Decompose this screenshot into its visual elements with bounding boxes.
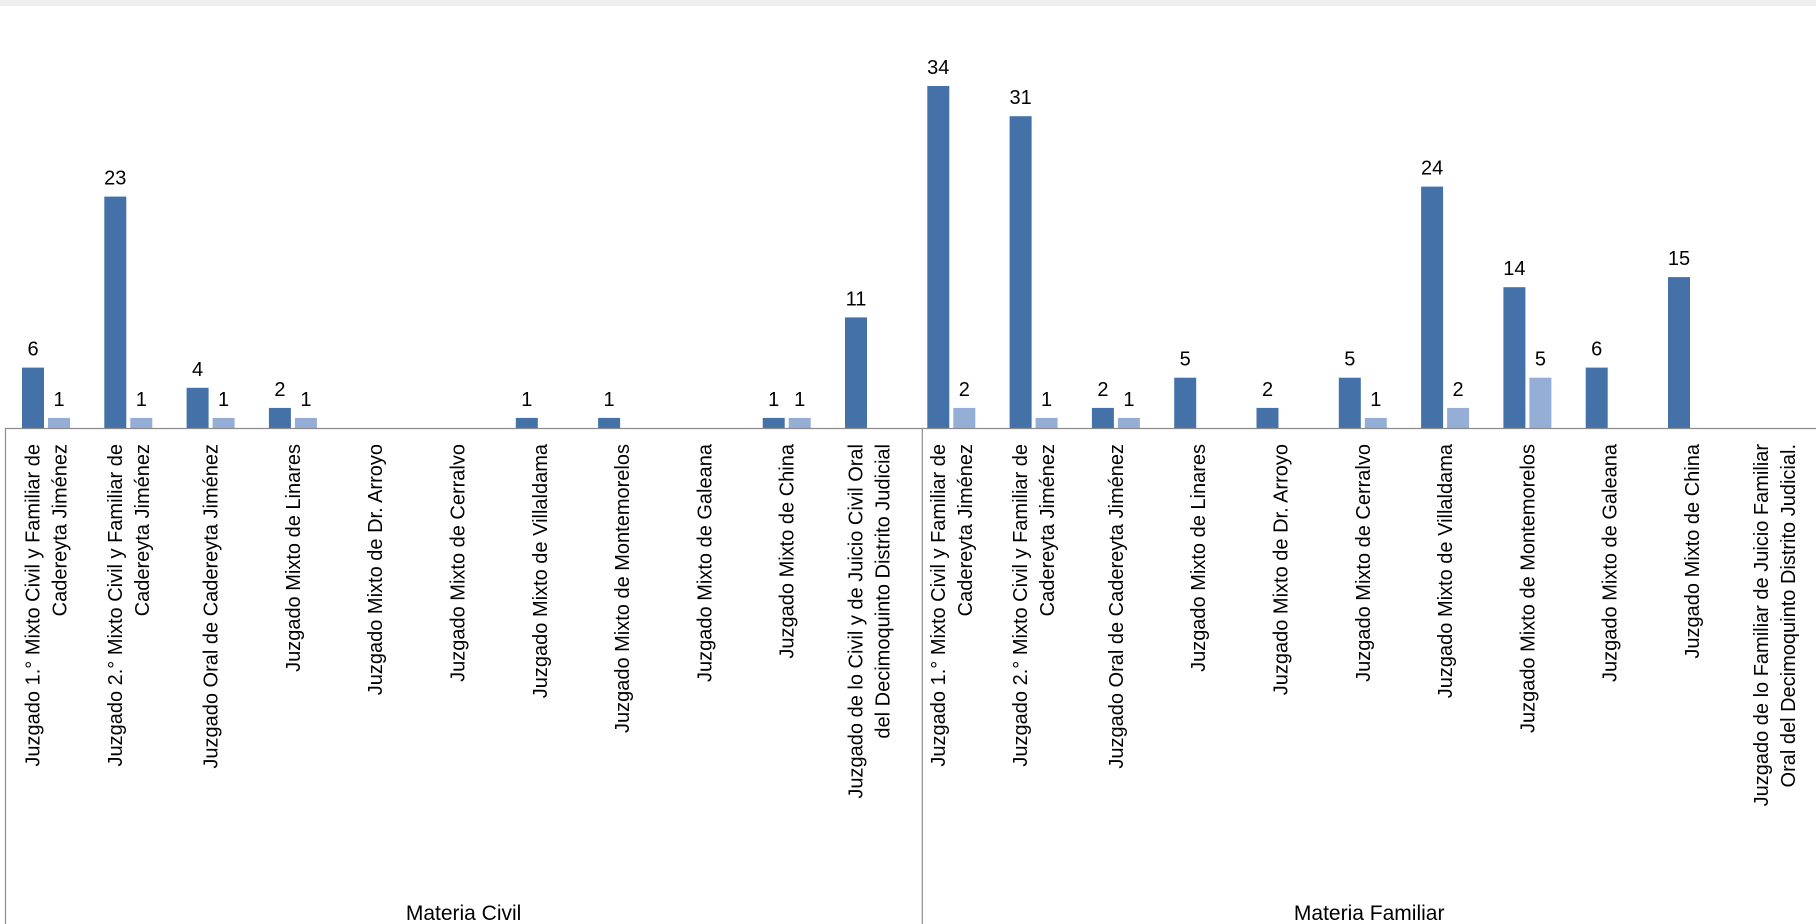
data-label: 15 [1668, 248, 1690, 270]
data-label: 2 [1097, 379, 1108, 401]
data-label: 1 [768, 389, 779, 411]
data-label: 1 [300, 389, 311, 411]
category-label: Cadereyta Jiménez [50, 444, 72, 616]
category-label: Cadereyta Jiménez [955, 444, 977, 616]
bar-2-6-s1 [1338, 377, 1361, 428]
category-label: Juzgado Mixto de Linares [283, 444, 305, 672]
data-label: 1 [136, 389, 147, 411]
bar-2-8-s1 [1503, 287, 1526, 428]
data-label: 5 [1180, 349, 1191, 371]
bar-1-1-s1 [22, 367, 44, 428]
bar-1-8-s1 [598, 417, 621, 428]
bar-1-3-s2 [212, 417, 235, 428]
category-label: Juzgado Oral de Cadereyta Jiménez [1106, 444, 1128, 769]
category-label: Juzgado 1.° Mixto Civil y Familiar de [23, 444, 45, 767]
category-label: Cadereyta Jiménez [132, 444, 154, 616]
data-label: 14 [1503, 258, 1525, 280]
category-label: Juzgado Mixto de Cerralvo [1353, 444, 1375, 682]
bar-2-8-s2 [1529, 377, 1552, 428]
data-label: 24 [1421, 158, 1443, 180]
category-label: Cadereyta Jiménez [1037, 444, 1059, 616]
category-label: Juzgado 1.° Mixto Civil y Familiar de [928, 444, 950, 767]
bar-2-2-s1 [1009, 116, 1032, 428]
bar-1-3-s1 [186, 387, 209, 428]
data-label: 6 [1591, 339, 1602, 361]
data-label: 1 [1370, 389, 1381, 411]
bar-1-2-s1 [104, 196, 127, 428]
data-label: 1 [1123, 389, 1134, 411]
bar-1-4-s1 [268, 407, 291, 428]
bar-2-3-s1 [1091, 407, 1114, 428]
data-label: 4 [192, 359, 203, 381]
data-label: 5 [1535, 349, 1546, 371]
data-label: 5 [1344, 349, 1355, 371]
data-label: 31 [1009, 87, 1031, 109]
category-label: Juzgado Mixto de China [1682, 443, 1704, 658]
bar-1-10-s1 [762, 417, 785, 428]
bar-2-3-s2 [1117, 417, 1140, 428]
data-label: 1 [521, 389, 532, 411]
data-label: 11 [846, 288, 867, 310]
data-label: 2 [274, 379, 285, 401]
group-label-1: Materia Civil [406, 902, 522, 924]
category-label: Juzgado Mixto de Galeana [1600, 443, 1622, 682]
category-label: Juzgado Mixto de Montemorelos [1517, 444, 1539, 733]
category-label: Juzgado 2.° Mixto Civil y Familiar de [105, 444, 127, 767]
category-label: Juzgado Mixto de Cerralvo [448, 444, 470, 682]
category-label: Oral del Decimoquinto Distrito Judicial. [1778, 444, 1800, 787]
data-label: 2 [1262, 379, 1273, 401]
bar-2-5-s1 [1256, 407, 1279, 428]
bar-1-7-s1 [515, 417, 538, 428]
group-label-2: Materia Familiar [1294, 902, 1445, 924]
category-label: Juzgado Oral de Cadereyta Jiménez [201, 444, 223, 769]
data-label: 1 [53, 389, 64, 411]
bar-2-7-s2 [1447, 407, 1470, 428]
data-label: 1 [794, 389, 805, 411]
data-label: 2 [959, 379, 970, 401]
bar-1-10-s2 [788, 417, 811, 428]
category-label: Juzgado Mixto de Dr. Arroyo [365, 444, 387, 695]
bar-1-1-s2 [48, 417, 70, 428]
bar-2-1-s2 [953, 407, 976, 428]
data-label: 1 [218, 389, 229, 411]
bar-2-7-s1 [1421, 186, 1444, 428]
data-label: 23 [104, 168, 126, 190]
bar-2-10-s1 [1668, 277, 1690, 428]
data-label: 2 [1453, 379, 1464, 401]
category-label: Juzgado Mixto de Dr. Arroyo [1271, 444, 1293, 695]
category-label: Juzgado 2.° Mixto Civil y Familiar de [1010, 444, 1032, 767]
category-label: Juzgado Mixto de Montemorelos [612, 444, 634, 733]
category-label: Juzgado Mixto de Villaldama [1435, 443, 1457, 698]
bar-2-9-s1 [1585, 367, 1608, 428]
category-label: Juzgado Mixto de Galeana [694, 443, 716, 682]
bar-1-11-s1 [845, 317, 867, 428]
bar-2-1-s1 [927, 86, 950, 428]
bar-2-6-s2 [1364, 417, 1387, 428]
category-label: Juzgado Mixto de China [777, 443, 799, 658]
category-label: del Decimoquinto Distrito Judicial [873, 444, 895, 739]
data-label: 6 [27, 339, 38, 361]
bar-1-2-s2 [130, 417, 153, 428]
window-top-strip [0, 0, 1816, 6]
data-label: 1 [1041, 389, 1052, 411]
bar-2-2-s2 [1035, 417, 1058, 428]
data-label: 34 [927, 57, 949, 79]
category-label: Juzgado de lo Civil y de Juicio Civil Or… [846, 444, 868, 799]
bar-2-4-s1 [1174, 377, 1197, 428]
data-label: 1 [604, 389, 615, 411]
category-label: Juzgado Mixto de Linares [1188, 444, 1210, 672]
bar-1-4-s2 [294, 417, 317, 428]
category-label: Juzgado de lo Familiar de Juicio Familia… [1751, 444, 1773, 807]
category-label: Juzgado Mixto de Villaldama [530, 443, 552, 698]
